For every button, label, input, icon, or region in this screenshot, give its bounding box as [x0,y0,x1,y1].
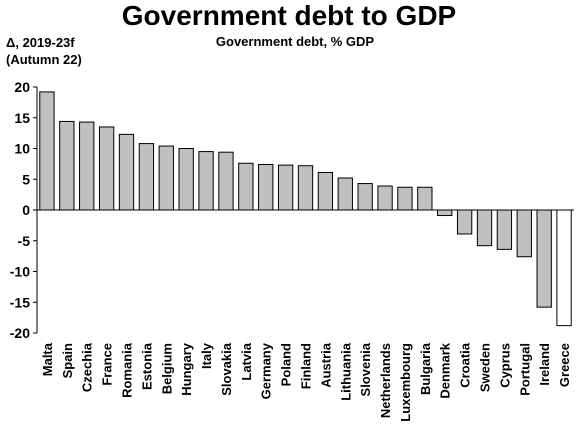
bar [59,120,75,211]
bar [98,126,115,211]
bar [297,165,314,211]
x-category-label: Luxembourg [398,343,413,422]
y-axis-label: Δ, 2019-23f (Autumn 22) [6,34,82,68]
x-category-label: Italy [199,342,214,369]
x-category-label: Romania [120,342,135,398]
y-axis-label-line1: Δ, 2019-23f [6,35,75,50]
bar [496,209,513,250]
bar [536,209,552,308]
bar [456,209,473,235]
bar [158,145,174,211]
x-category-label: Spain [60,343,75,378]
x-category-label: Estonia [139,342,154,390]
bar [397,186,413,211]
bar [437,209,453,217]
bar [218,151,234,211]
y-tick-label: -15 [10,294,30,310]
bar [39,91,55,211]
x-category-label: Latvia [239,342,254,380]
x-category-label: Finland [299,343,314,389]
y-tick-label: -10 [10,264,30,280]
y-tick-label: -20 [10,325,30,341]
x-category-label: Czechia [80,342,95,392]
bar [317,171,334,211]
y-axis-label-line2: (Autumn 22) [6,52,82,67]
x-category-label: Bulgaria [418,342,433,395]
bar [238,162,254,211]
bar [476,209,493,247]
x-category-label: Malta [40,342,55,376]
bar [258,163,274,211]
x-category-label: Croatia [458,342,473,388]
x-category-label: Ireland [537,343,552,386]
bar [417,186,433,211]
bar [377,185,393,211]
y-tick-label: -5 [18,233,31,249]
x-category-label: Denmark [438,342,453,398]
bar [357,183,373,211]
x-category-label: Sweden [478,343,493,392]
bar [178,148,194,211]
x-category-label: Greece [557,343,572,387]
y-tick-label: 15 [14,110,30,126]
y-tick-label: 10 [14,141,30,157]
y-tick-label: 20 [14,79,30,95]
x-category-label: Cyprus [497,343,512,388]
bar [198,151,214,211]
x-category-label: Poland [279,343,294,386]
x-category-label: Germany [259,342,274,399]
chart-title: Government debt to GDP [121,0,457,31]
chart-subtitle: Government debt, % GDP [215,34,375,49]
x-category-label: Belgium [159,343,174,394]
x-category-label: France [100,343,115,386]
y-tick-label: 5 [22,171,30,187]
x-category-label: Hungary [179,342,194,396]
x-category-label: Lithuania [338,342,353,401]
bar [118,133,135,211]
bar [138,143,155,211]
x-category-label: Slovakia [219,342,234,396]
x-category-label: Austria [318,342,333,388]
bar [79,121,95,211]
y-tick-label: 0 [22,202,30,218]
bar [277,164,294,211]
bar [556,209,572,327]
bar [337,177,353,211]
x-category-label: Portugal [517,343,532,396]
x-category-label: Netherlands [378,343,393,418]
x-category-label: Slovenia [358,342,373,396]
bar [516,209,532,258]
